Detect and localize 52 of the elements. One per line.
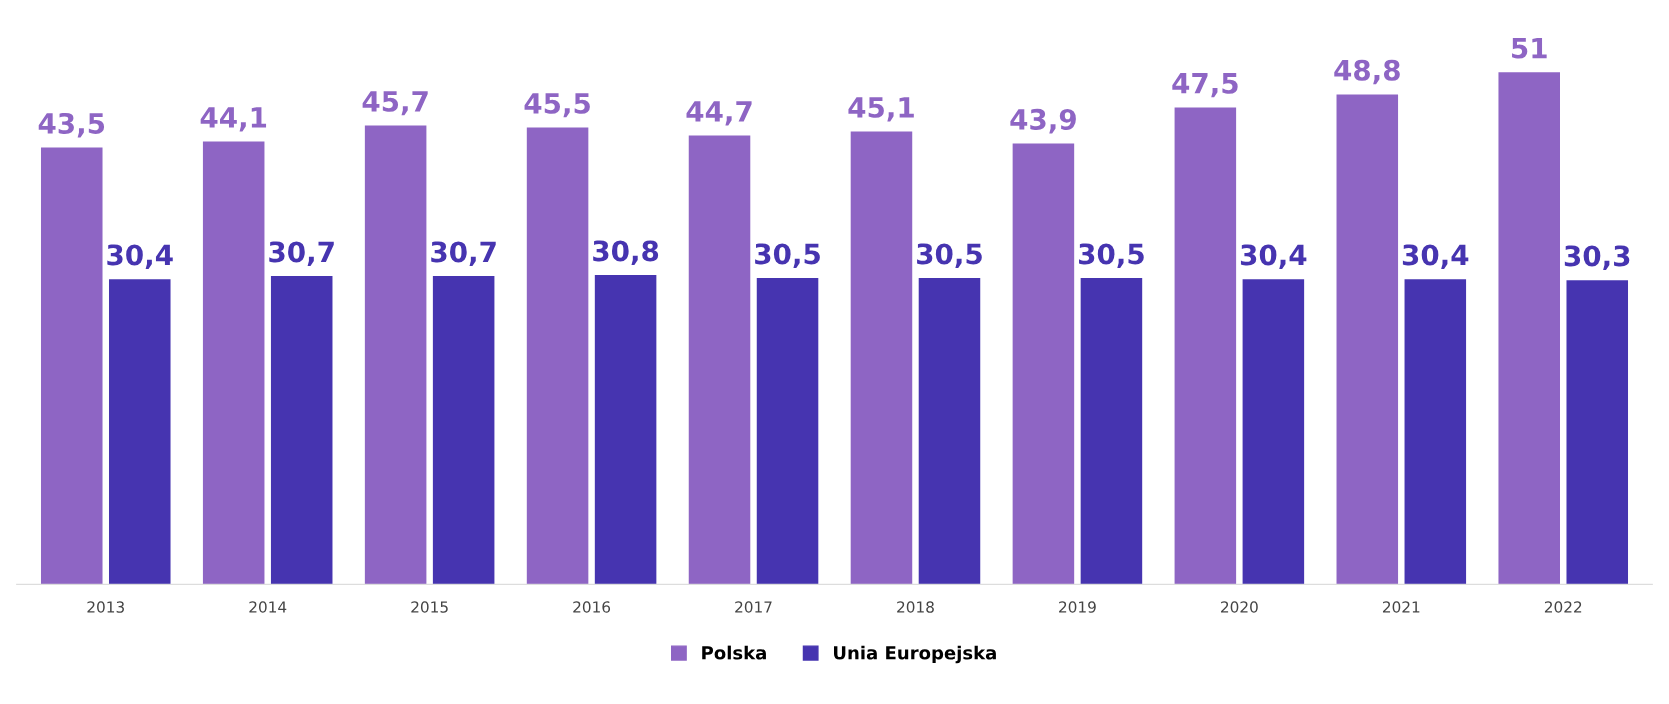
bar [364, 125, 427, 585]
bar [202, 141, 265, 585]
data-label: 44,7 [686, 101, 752, 126]
data-label: 48,8 [1334, 59, 1400, 85]
bar [688, 135, 751, 585]
bar [1566, 280, 1629, 585]
bar [1080, 278, 1143, 585]
data-label: 45,7 [362, 91, 428, 116]
bar [1174, 107, 1237, 585]
x-tick-label: 2013 [87, 601, 124, 613]
bar [526, 127, 589, 585]
x-tick-label: 2016 [573, 601, 611, 613]
legend-label: Polska [702, 645, 766, 660]
legend-label: Unia Europejska [834, 645, 996, 664]
bar [109, 279, 171, 585]
data-label: 30,5 [917, 243, 982, 268]
data-label: 30,3 [1564, 245, 1630, 270]
bar [1336, 94, 1399, 585]
x-tick-label: 2021 [1382, 601, 1420, 613]
x-tick-label: 2018 [897, 601, 934, 613]
data-label: 44,1 [200, 107, 267, 132]
bar [850, 131, 913, 585]
data-label: 47,5 [1172, 73, 1238, 98]
data-label: 30,5 [755, 243, 820, 268]
data-label: 30,8 [593, 240, 659, 265]
data-label: 43,9 [1010, 108, 1076, 134]
data-label: 30,7 [431, 241, 496, 266]
bar [756, 278, 819, 585]
bar [270, 276, 333, 585]
bar [918, 278, 981, 585]
data-label: 30,4 [107, 244, 173, 269]
bar [1498, 72, 1560, 585]
data-label: 43,5 [38, 112, 105, 138]
x-tick-label: 2020 [1221, 601, 1258, 613]
x-tick-label: 2019 [1059, 601, 1096, 613]
x-tick-label: 2022 [1544, 601, 1582, 613]
bar [40, 147, 103, 585]
bar [1012, 143, 1075, 585]
bar [594, 275, 657, 585]
data-label: 30,4 [1402, 244, 1469, 269]
data-label: 51 [1512, 37, 1547, 59]
data-label: 30,4 [1240, 244, 1307, 269]
data-label: 30,5 [1079, 243, 1144, 268]
bar [1242, 279, 1305, 585]
bar [432, 276, 495, 585]
x-tick-label: 2014 [249, 601, 287, 613]
data-label: 30,7 [269, 241, 334, 266]
x-tick-label: 2015 [411, 601, 448, 613]
bar [1404, 279, 1467, 585]
data-label: 45,5 [524, 93, 590, 118]
data-label: 45,1 [848, 97, 914, 122]
x-tick-label: 2017 [735, 601, 772, 613]
